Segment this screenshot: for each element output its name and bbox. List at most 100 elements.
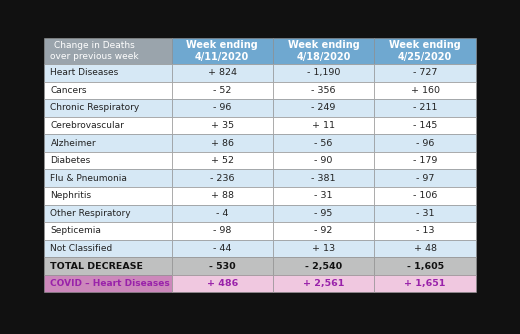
Text: Change in Deaths
over previous week: Change in Deaths over previous week	[50, 41, 139, 60]
Text: - 92: - 92	[315, 226, 333, 235]
Text: - 1,190: - 1,190	[307, 68, 341, 77]
Bar	[273, 222, 374, 240]
Bar	[44, 117, 172, 134]
Text: + 35: + 35	[211, 121, 234, 130]
Bar	[374, 187, 476, 204]
Bar	[172, 187, 273, 204]
Bar	[273, 99, 374, 117]
Bar	[44, 81, 172, 99]
Bar	[273, 134, 374, 152]
Bar	[374, 275, 476, 292]
Text: + 48: + 48	[413, 244, 437, 253]
Text: - 1,605: - 1,605	[407, 262, 444, 271]
Text: - 211: - 211	[413, 104, 437, 113]
Bar	[172, 152, 273, 169]
Text: + 486: + 486	[206, 279, 238, 288]
Text: Heart Diseases: Heart Diseases	[50, 68, 119, 77]
Bar	[44, 134, 172, 152]
Text: - 249: - 249	[311, 104, 336, 113]
Text: Chronic Respiratory: Chronic Respiratory	[50, 104, 140, 113]
Bar	[172, 134, 273, 152]
Bar	[44, 257, 172, 275]
Bar	[172, 257, 273, 275]
Text: + 11: + 11	[312, 121, 335, 130]
Bar	[172, 204, 273, 222]
Bar	[44, 38, 172, 64]
Text: Not Classified: Not Classified	[50, 244, 113, 253]
Text: + 88: + 88	[211, 191, 233, 200]
Text: + 13: + 13	[312, 244, 335, 253]
Text: - 31: - 31	[416, 209, 434, 218]
Text: - 95: - 95	[315, 209, 333, 218]
Bar	[273, 169, 374, 187]
Text: + 2,561: + 2,561	[303, 279, 344, 288]
Bar	[273, 38, 374, 64]
Bar	[273, 117, 374, 134]
Bar	[273, 240, 374, 257]
Text: - 98: - 98	[213, 226, 231, 235]
Bar	[374, 117, 476, 134]
Text: Week ending
4/11/2020: Week ending 4/11/2020	[186, 40, 258, 62]
Bar	[374, 240, 476, 257]
Bar	[273, 81, 374, 99]
Text: + 1,651: + 1,651	[405, 279, 446, 288]
Bar	[44, 240, 172, 257]
Text: TOTAL DECREASE: TOTAL DECREASE	[50, 262, 144, 271]
Text: - 13: - 13	[416, 226, 434, 235]
Bar	[172, 169, 273, 187]
Bar	[374, 134, 476, 152]
Bar	[172, 275, 273, 292]
Text: - 381: - 381	[311, 174, 336, 183]
Bar	[374, 64, 476, 81]
Text: - 727: - 727	[413, 68, 437, 77]
Text: - 236: - 236	[210, 174, 235, 183]
Text: + 52: + 52	[211, 156, 233, 165]
Bar	[44, 99, 172, 117]
Bar	[172, 81, 273, 99]
Text: Alzheimer: Alzheimer	[50, 139, 96, 148]
Bar	[172, 240, 273, 257]
Bar	[273, 152, 374, 169]
Bar	[374, 204, 476, 222]
Text: + 824: + 824	[207, 68, 237, 77]
Bar	[44, 275, 172, 292]
Text: Cancers: Cancers	[50, 86, 87, 95]
Bar	[172, 99, 273, 117]
Bar	[44, 152, 172, 169]
Text: Diabetes: Diabetes	[50, 156, 90, 165]
Bar	[44, 169, 172, 187]
Bar	[374, 169, 476, 187]
Text: - 145: - 145	[413, 121, 437, 130]
Text: - 179: - 179	[413, 156, 437, 165]
Bar	[374, 222, 476, 240]
Bar	[374, 81, 476, 99]
Text: - 52: - 52	[213, 86, 231, 95]
Text: - 356: - 356	[311, 86, 336, 95]
Bar	[273, 257, 374, 275]
Text: - 96: - 96	[213, 104, 231, 113]
Bar	[374, 38, 476, 64]
Text: - 96: - 96	[416, 139, 434, 148]
Text: - 530: - 530	[209, 262, 236, 271]
Bar	[273, 187, 374, 204]
Bar	[172, 222, 273, 240]
Bar	[44, 204, 172, 222]
Text: COVID – Heart Diseases: COVID – Heart Diseases	[50, 279, 170, 288]
Bar	[374, 257, 476, 275]
Bar	[44, 187, 172, 204]
Bar	[172, 64, 273, 81]
Text: Septicemia: Septicemia	[50, 226, 101, 235]
Bar	[172, 38, 273, 64]
Text: - 31: - 31	[315, 191, 333, 200]
Bar	[172, 117, 273, 134]
Text: - 90: - 90	[315, 156, 333, 165]
Text: Nephritis: Nephritis	[50, 191, 92, 200]
Text: Week ending
4/25/2020: Week ending 4/25/2020	[389, 40, 461, 62]
Text: Cerebrovascular: Cerebrovascular	[50, 121, 124, 130]
Text: - 106: - 106	[413, 191, 437, 200]
Bar	[44, 222, 172, 240]
Bar	[374, 152, 476, 169]
Text: - 4: - 4	[216, 209, 228, 218]
Text: - 44: - 44	[213, 244, 231, 253]
Text: + 160: + 160	[411, 86, 439, 95]
